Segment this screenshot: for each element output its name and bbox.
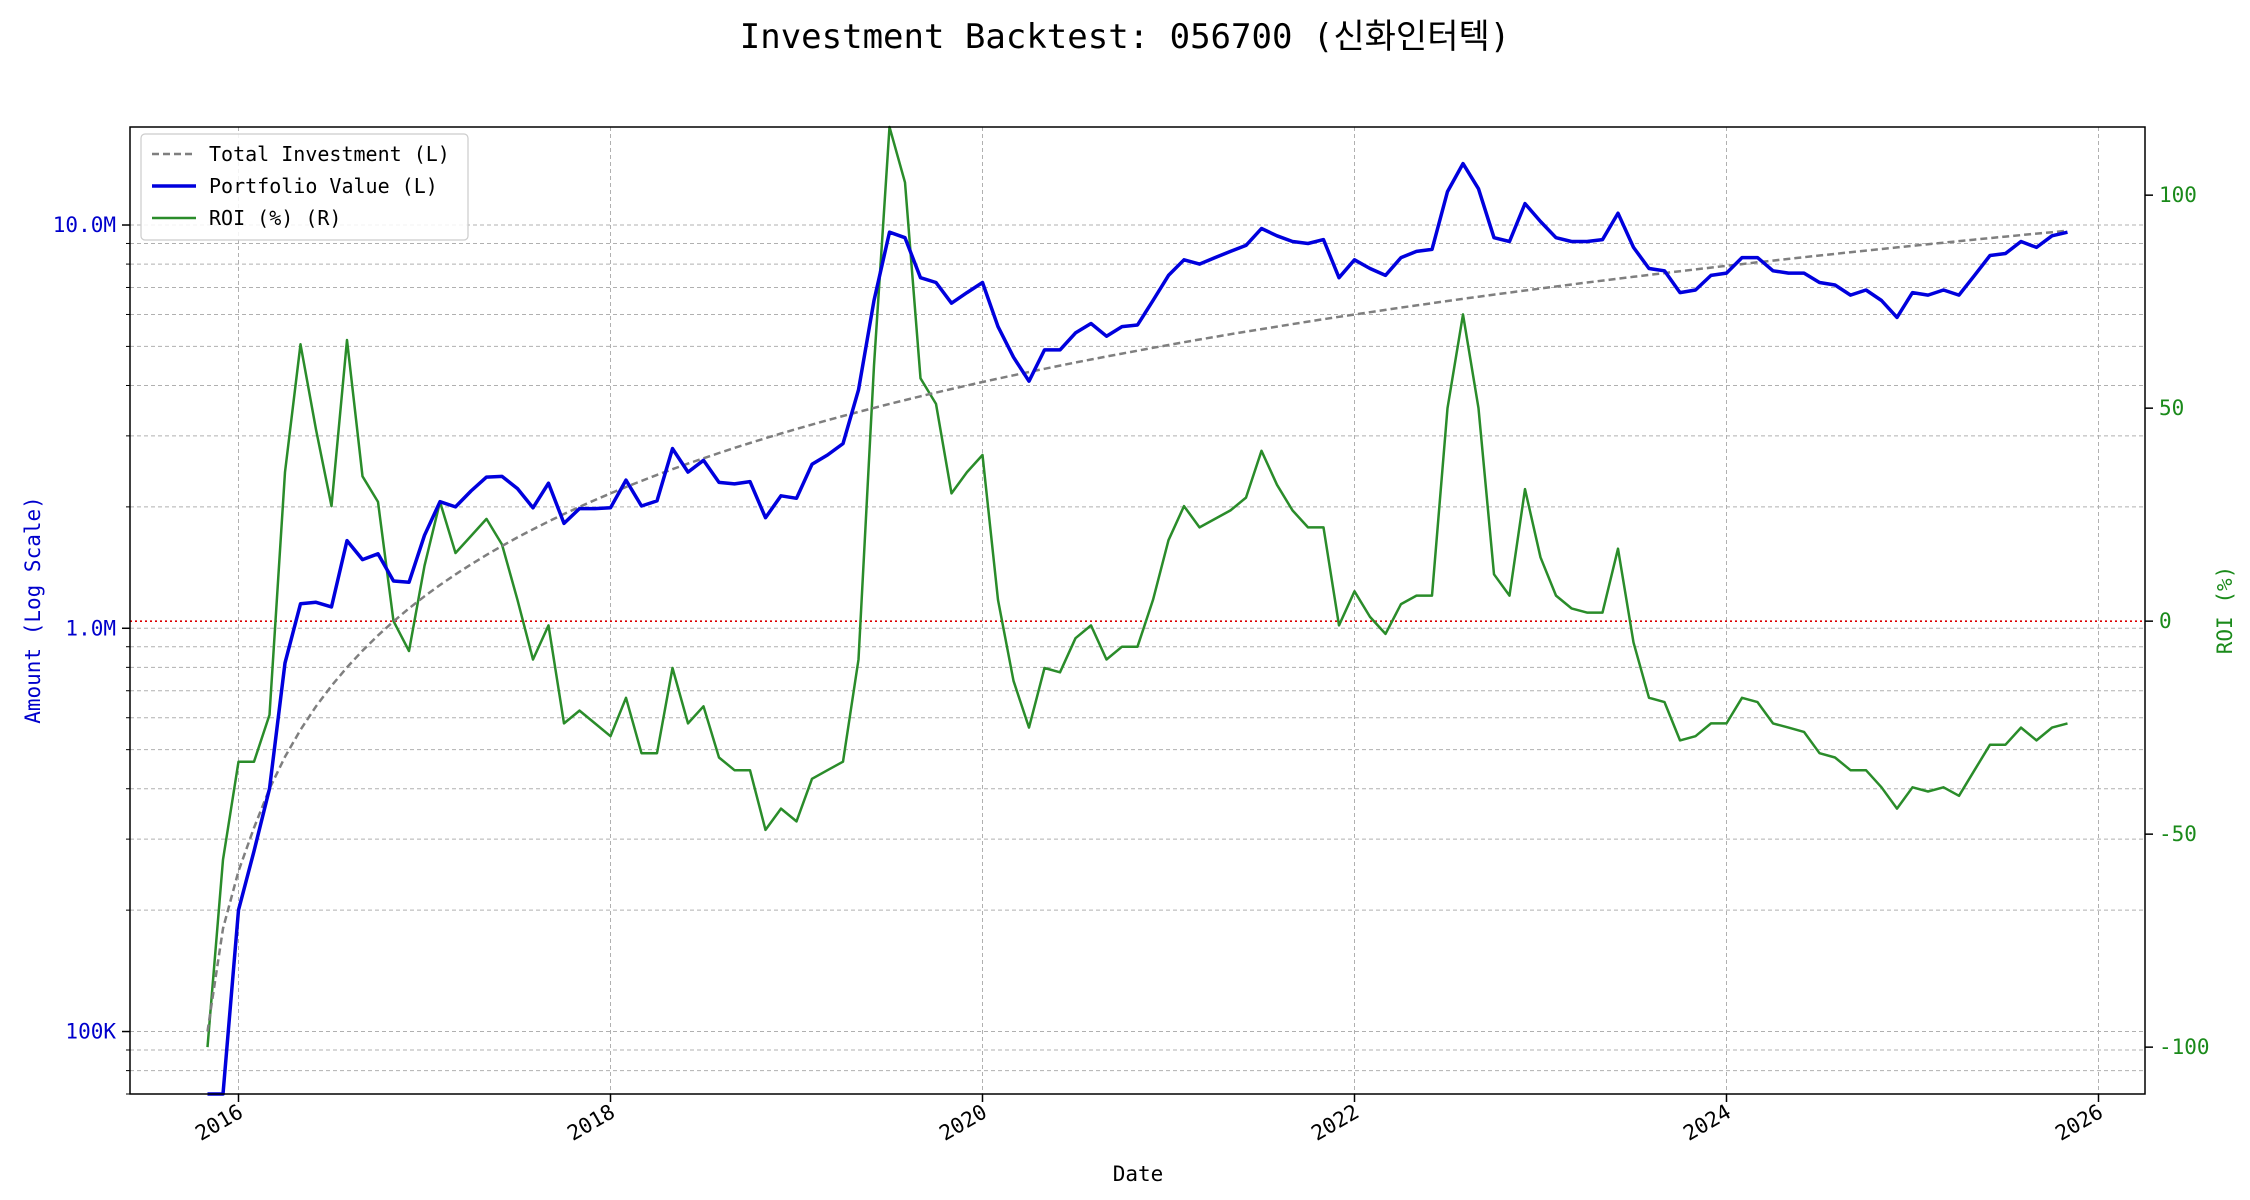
legend: Total Investment (L) Portfolio Value (L)… xyxy=(140,133,469,241)
x-tick-label: 2022 xyxy=(1307,1100,1363,1146)
x-tick-label: 2020 xyxy=(935,1100,991,1146)
legend-label-total-investment: Total Investment (L) xyxy=(209,142,450,166)
total-investment-line xyxy=(206,229,2068,1032)
right-tick-label: 0 xyxy=(2159,609,2172,633)
x-tick-label: 2016 xyxy=(191,1100,247,1146)
legend-label-portfolio-value: Portfolio Value (L) xyxy=(209,174,438,198)
left-tick-label: 10.0M xyxy=(53,213,116,237)
legend-box xyxy=(140,133,469,241)
right-axis-ticks: -100 -50 0 50 100 xyxy=(2145,183,2210,1059)
legend-label-roi: ROI (%) (R) xyxy=(209,206,341,230)
chart-title: Investment Backtest: 056700 (신화인터텍) xyxy=(740,17,1511,57)
x-tick-label: 2024 xyxy=(1679,1100,1735,1146)
right-tick-label: -100 xyxy=(2159,1035,2210,1059)
portfolio-value-line xyxy=(207,161,2068,1096)
roi-line xyxy=(206,125,2068,1048)
left-tick-label: 1.0M xyxy=(65,616,116,640)
right-tick-label: -50 xyxy=(2159,822,2197,846)
left-y-axis-label: Amount (Log Scale) xyxy=(21,496,45,724)
right-tick-label: 100 xyxy=(2159,183,2197,207)
grid-layer xyxy=(130,127,2145,1095)
x-tick-label: 2026 xyxy=(2051,1100,2107,1146)
x-axis-ticks: 2016 2018 2020 2022 2024 2026 xyxy=(191,1094,2107,1146)
plot-frame xyxy=(129,126,2146,1095)
left-axis-ticks: 100K 1.0M 10.0M xyxy=(53,213,130,1095)
x-tick-label: 2018 xyxy=(563,1100,619,1146)
left-tick-label: 100K xyxy=(65,1020,116,1044)
series-layer xyxy=(206,125,2068,1096)
right-y-axis-label: ROI (%) xyxy=(2213,566,2237,655)
x-axis-label: Date xyxy=(1113,1162,1164,1186)
right-tick-label: 50 xyxy=(2159,396,2184,420)
